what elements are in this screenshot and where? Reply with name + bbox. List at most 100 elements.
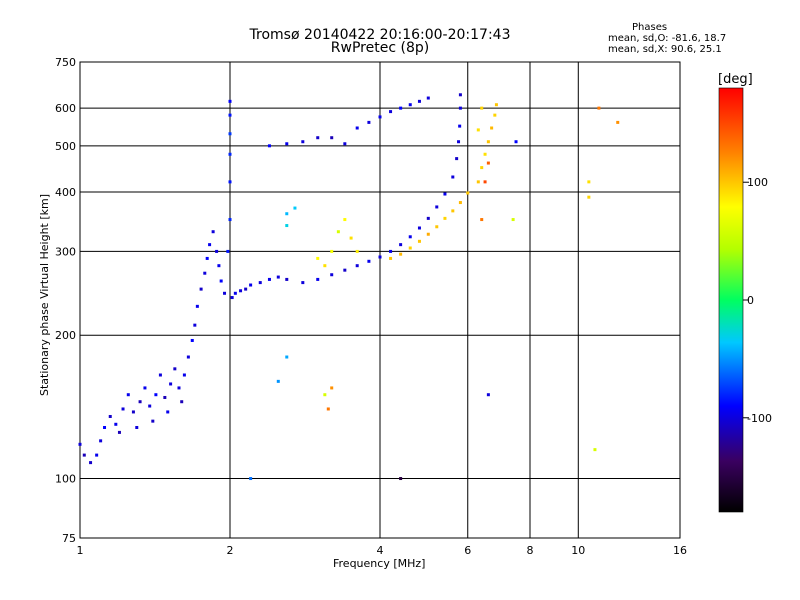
data-point	[151, 419, 155, 423]
data-point	[343, 142, 347, 146]
data-point	[330, 136, 334, 140]
plot-frame	[79, 61, 681, 539]
data-point	[99, 439, 103, 443]
data-point	[285, 277, 289, 281]
data-point	[486, 140, 490, 144]
data-point	[316, 136, 320, 140]
data-point	[493, 113, 497, 117]
data-point	[451, 175, 455, 179]
data-point	[217, 264, 221, 268]
data-point	[228, 180, 232, 184]
data-point	[343, 218, 347, 222]
data-point	[131, 410, 135, 414]
data-point	[511, 218, 515, 222]
data-point	[483, 152, 487, 156]
data-point	[326, 407, 330, 411]
data-point	[285, 355, 289, 359]
data-point	[616, 120, 620, 124]
chart-subtitle: RwPretec (8p)	[330, 40, 430, 56]
data-point	[399, 477, 403, 481]
data-point	[82, 453, 86, 457]
colorbar-tick-label: 100	[747, 176, 768, 189]
data-point	[258, 281, 262, 285]
data-point	[215, 249, 219, 253]
data-point	[408, 103, 412, 107]
colorbar-tick-label: 0	[747, 294, 754, 307]
data-point	[121, 407, 125, 411]
data-point	[126, 393, 130, 397]
data-point	[494, 103, 498, 107]
data-point	[163, 395, 167, 399]
y-tick-label: 75	[62, 532, 76, 545]
data-point	[587, 180, 591, 184]
data-point	[355, 249, 359, 253]
data-point	[480, 106, 484, 110]
data-point	[301, 140, 305, 144]
data-point	[182, 373, 186, 377]
data-point	[108, 414, 112, 418]
data-point	[486, 161, 490, 165]
data-point	[169, 382, 173, 386]
data-point	[228, 152, 232, 156]
data-point	[89, 461, 93, 465]
data-point	[355, 264, 359, 268]
data-point	[267, 144, 271, 148]
x-tick-label: 8	[527, 544, 534, 557]
data-point	[285, 142, 289, 146]
grid-lines	[80, 62, 680, 538]
y-tick-label: 600	[55, 102, 76, 115]
data-point	[417, 239, 421, 243]
data-point	[458, 124, 462, 128]
data-point	[367, 120, 371, 124]
chart-title: Tromsø 20140422 20:16:00-20:17:43	[249, 27, 511, 43]
data-point	[276, 379, 280, 383]
data-point	[514, 140, 518, 144]
data-point	[244, 287, 248, 291]
stats-heading: Phases	[632, 22, 668, 33]
data-point	[355, 126, 359, 130]
data-point	[458, 201, 462, 205]
data-point	[117, 430, 121, 434]
data-point	[285, 224, 289, 228]
colorbar-ticks: 100 0 -100	[743, 176, 772, 425]
data-point	[330, 273, 334, 277]
data-point	[486, 393, 490, 397]
data-point	[154, 393, 158, 397]
data-point	[78, 442, 82, 446]
colorbar-label: [deg]	[718, 72, 753, 87]
data-point	[138, 400, 142, 404]
stats-line-o: mean, sd,O: -81.6, 18.7	[608, 33, 727, 44]
data-point	[435, 225, 439, 229]
data-point	[490, 126, 494, 130]
data-point	[443, 216, 447, 220]
data-point	[205, 256, 209, 260]
y-tick-label: 300	[55, 245, 76, 258]
data-point	[593, 448, 597, 452]
data-point	[408, 235, 412, 239]
data-point	[135, 425, 139, 429]
data-point	[399, 243, 403, 247]
data-point	[173, 367, 177, 371]
x-tick-label: 2	[227, 544, 234, 557]
data-point	[323, 393, 327, 397]
data-point	[483, 180, 487, 184]
data-point	[417, 99, 421, 103]
x-axis-label: Frequency [MHz]	[333, 557, 426, 570]
data-point	[426, 216, 430, 220]
stats-line-x: mean, sd,X: 90.6, 25.1	[608, 44, 722, 55]
data-point	[426, 232, 430, 236]
data-point	[199, 287, 203, 291]
data-point	[597, 106, 601, 110]
data-point	[193, 323, 197, 327]
data-point	[301, 281, 305, 285]
data-point	[476, 180, 480, 184]
data-point	[228, 113, 232, 117]
data-point	[389, 256, 393, 260]
data-point	[239, 289, 243, 293]
data-point	[166, 410, 170, 414]
data-points	[78, 93, 620, 481]
y-tick-label: 750	[55, 56, 76, 69]
data-point	[219, 279, 223, 283]
data-point	[226, 249, 230, 253]
